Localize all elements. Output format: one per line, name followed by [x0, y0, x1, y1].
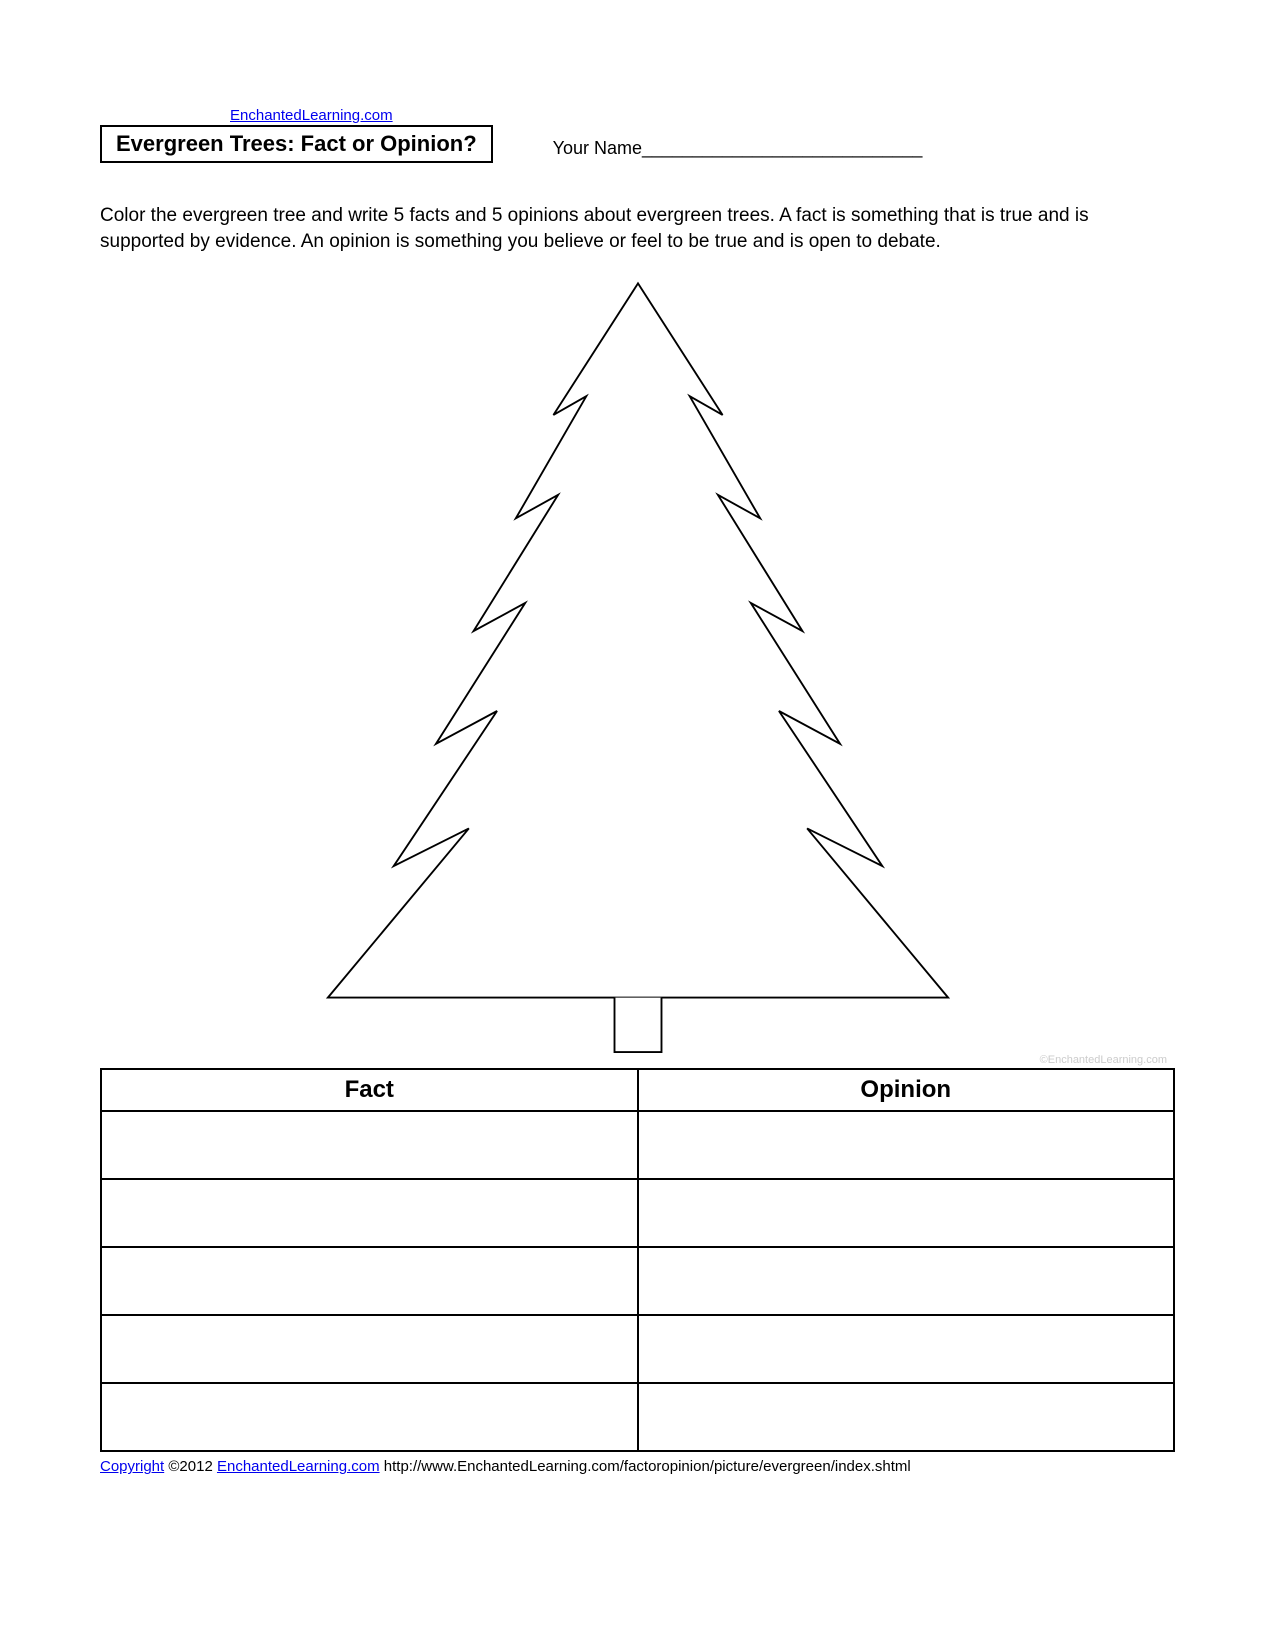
footer-url: http://www.EnchantedLearning.com/factoro… [380, 1458, 911, 1475]
site-link[interactable]: EnchantedLearning.com [230, 107, 393, 124]
header-row: EnchantedLearning.com Evergreen Trees: F… [100, 125, 1175, 163]
fact-opinion-table: Fact Opinion [100, 1068, 1175, 1452]
fact-cell [101, 1179, 638, 1247]
fact-cell [101, 1247, 638, 1315]
fact-cell [101, 1111, 638, 1179]
evergreen-tree-icon [278, 274, 998, 1054]
fact-cell [101, 1315, 638, 1383]
copyright-year: ©2012 [164, 1458, 217, 1475]
opinion-cell [638, 1315, 1175, 1383]
table-row [101, 1247, 1174, 1315]
table-row [101, 1315, 1174, 1383]
instructions-text: Color the evergreen tree and write 5 fac… [100, 203, 1175, 254]
copyright-link[interactable]: Copyright [100, 1458, 164, 1475]
name-field-label: Your Name____________________________ [553, 138, 923, 159]
image-watermark: ©EnchantedLearning.com [100, 1054, 1167, 1066]
opinion-cell [638, 1111, 1175, 1179]
table-row [101, 1179, 1174, 1247]
opinion-cell [638, 1383, 1175, 1451]
column-header-fact: Fact [101, 1069, 638, 1111]
worksheet-title: Evergreen Trees: Fact or Opinion? [100, 125, 493, 163]
opinion-cell [638, 1247, 1175, 1315]
column-header-opinion: Opinion [638, 1069, 1175, 1111]
table-row [101, 1383, 1174, 1451]
table-row [101, 1111, 1174, 1179]
worksheet-page: EnchantedLearning.com Evergreen Trees: F… [0, 0, 1275, 1649]
fact-cell [101, 1383, 638, 1451]
tree-illustration [100, 274, 1175, 1054]
title-block: EnchantedLearning.com Evergreen Trees: F… [100, 125, 493, 163]
footer-site-link[interactable]: EnchantedLearning.com [217, 1458, 380, 1475]
footer: Copyright ©2012 EnchantedLearning.com ht… [100, 1458, 1175, 1475]
opinion-cell [638, 1179, 1175, 1247]
